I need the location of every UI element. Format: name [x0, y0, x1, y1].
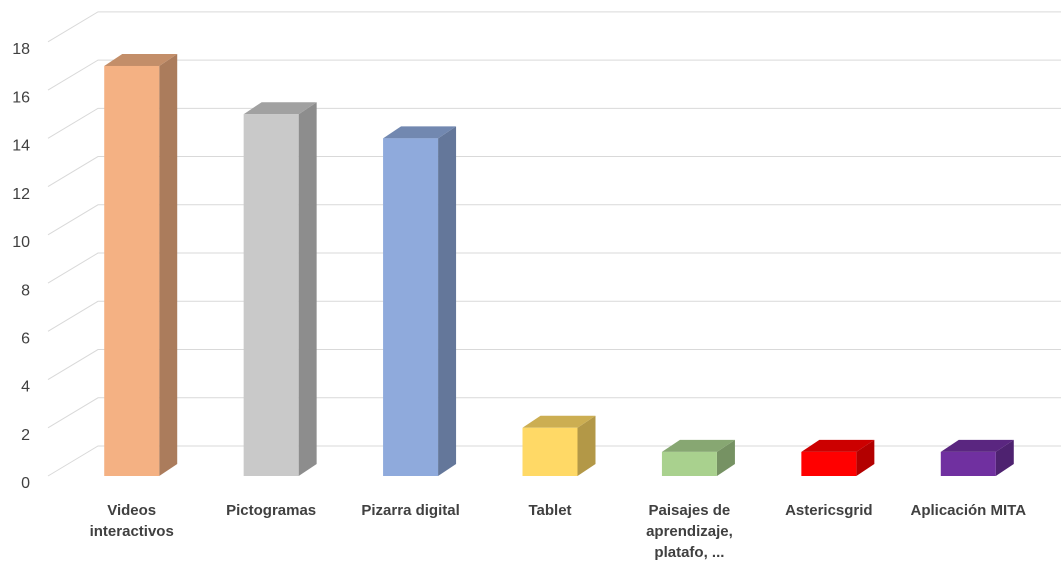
x-tick-label: Pictogramas — [226, 502, 317, 519]
bar — [383, 138, 439, 476]
bar-side — [159, 53, 178, 477]
y-tick-label: 8 — [21, 282, 30, 299]
bar — [522, 427, 578, 476]
bar-top — [104, 53, 178, 66]
x-tick-label: Tablet — [528, 502, 572, 519]
grid-line — [47, 445, 1061, 477]
y-tick-label: 2 — [21, 427, 30, 444]
bar-side — [298, 102, 317, 476]
bar-top — [801, 439, 875, 452]
y-tick-label: 18 — [12, 41, 30, 58]
y-tick-label: 6 — [21, 330, 30, 347]
bar-side — [995, 439, 1014, 476]
bar-side — [716, 439, 735, 476]
x-tick-label: Videos interactivos — [89, 502, 174, 540]
grid-line — [47, 59, 1061, 91]
bar — [940, 451, 996, 476]
bar — [104, 65, 160, 477]
bar-side — [577, 415, 596, 476]
grid-line — [47, 11, 1061, 43]
y-tick-label: 10 — [12, 234, 30, 251]
bar — [661, 451, 717, 476]
grid-line — [47, 349, 1061, 380]
bar-top — [661, 439, 735, 452]
grid-line — [47, 107, 1061, 139]
x-tick-label: Pizarra digital — [361, 502, 460, 519]
bar — [801, 451, 857, 476]
x-tick-label: Astericsgrid — [785, 502, 873, 519]
y-tick-label: 14 — [12, 138, 30, 155]
bar-top — [940, 439, 1014, 452]
grid-line — [47, 252, 1061, 284]
y-tick-label: 16 — [12, 89, 30, 106]
bar-side — [856, 439, 875, 476]
bar — [243, 114, 299, 476]
grid-line — [47, 397, 1061, 429]
x-tick-label: Aplicación MITA — [910, 502, 1027, 519]
grid-line — [47, 156, 1061, 187]
bar-top — [522, 415, 596, 428]
grid-line — [47, 300, 1061, 332]
grid-line — [47, 204, 1061, 236]
bar-side — [438, 126, 457, 476]
y-tick-label: 0 — [21, 475, 30, 492]
y-tick-label: 12 — [12, 186, 30, 203]
y-tick-label: 4 — [21, 379, 30, 396]
x-tick-label: Paisajes de aprendizaje, platafo, ... — [646, 502, 733, 561]
bar-top — [383, 126, 457, 139]
bar-top — [243, 102, 317, 115]
